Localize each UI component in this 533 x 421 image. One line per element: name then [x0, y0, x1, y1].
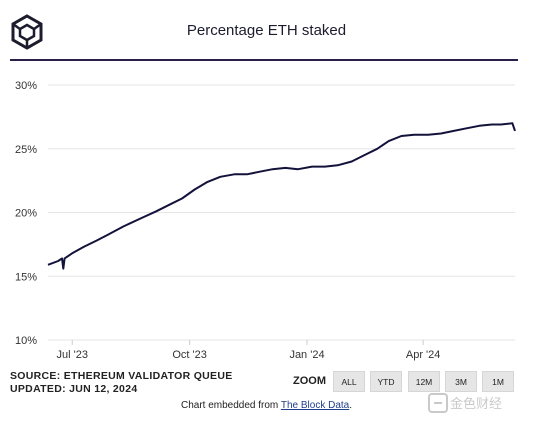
y-tick-label: 25%: [15, 144, 37, 156]
zoom-label: ZOOM: [293, 375, 326, 387]
line-chart: 10% 15% 20% 25% 30% Jul '23 Oct '23 Jan '24 Apr…: [15, 80, 516, 361]
x-tick-label: Jul '23: [57, 349, 88, 361]
chart-title: Percentage ETH staked: [186, 22, 347, 39]
the-block-data-link[interactable]: The Block Data: [280, 400, 350, 411]
series-layer: [47, 122, 516, 270]
zoom-1m-button[interactable]: 1M: [482, 371, 514, 392]
x-tick-label: Apr '24: [406, 349, 441, 361]
watermark: 金色财经: [428, 393, 502, 413]
gridlines: [48, 84, 515, 341]
y-tick-label: 20%: [15, 208, 37, 220]
watermark-text: 金色财经: [450, 396, 502, 412]
watermark-logo-icon: [428, 393, 448, 413]
embed-suffix: .: [349, 400, 353, 411]
x-tick-label: Oct '23: [172, 349, 207, 361]
zoom-12m-button[interactable]: 12M: [408, 371, 440, 392]
series-line: [47, 122, 516, 270]
y-tick-label: 15%: [15, 271, 37, 283]
y-tick-label: 30%: [15, 80, 37, 92]
embed-note: Chart embedded from The Block Data.: [0, 400, 533, 411]
y-tick-label: 10%: [15, 335, 37, 347]
title-divider: [10, 59, 518, 61]
cube-logo-icon: [11, 14, 43, 50]
zoom-ytd-button[interactable]: YTD: [370, 371, 402, 392]
updated-text: UPDATED: JUN 12, 2024: [10, 383, 138, 395]
y-axis-ticks: 10% 15% 20% 25% 30%: [15, 80, 37, 347]
zoom-all-button[interactable]: ALL: [333, 371, 365, 392]
source-text: SOURCE: ETHEREUM VALIDATOR QUEUE: [10, 370, 233, 382]
zoom-3m-button[interactable]: 3M: [445, 371, 477, 392]
source-note: SOURCE: ETHEREUM VALIDATOR QUEUE UPDATED…: [10, 370, 233, 396]
x-tick-label: Jan '24: [289, 349, 324, 361]
x-axis-ticks: Jul '23 Oct '23 Jan '24 Apr '24: [57, 340, 441, 361]
embed-prefix: Chart embedded from: [180, 400, 281, 411]
